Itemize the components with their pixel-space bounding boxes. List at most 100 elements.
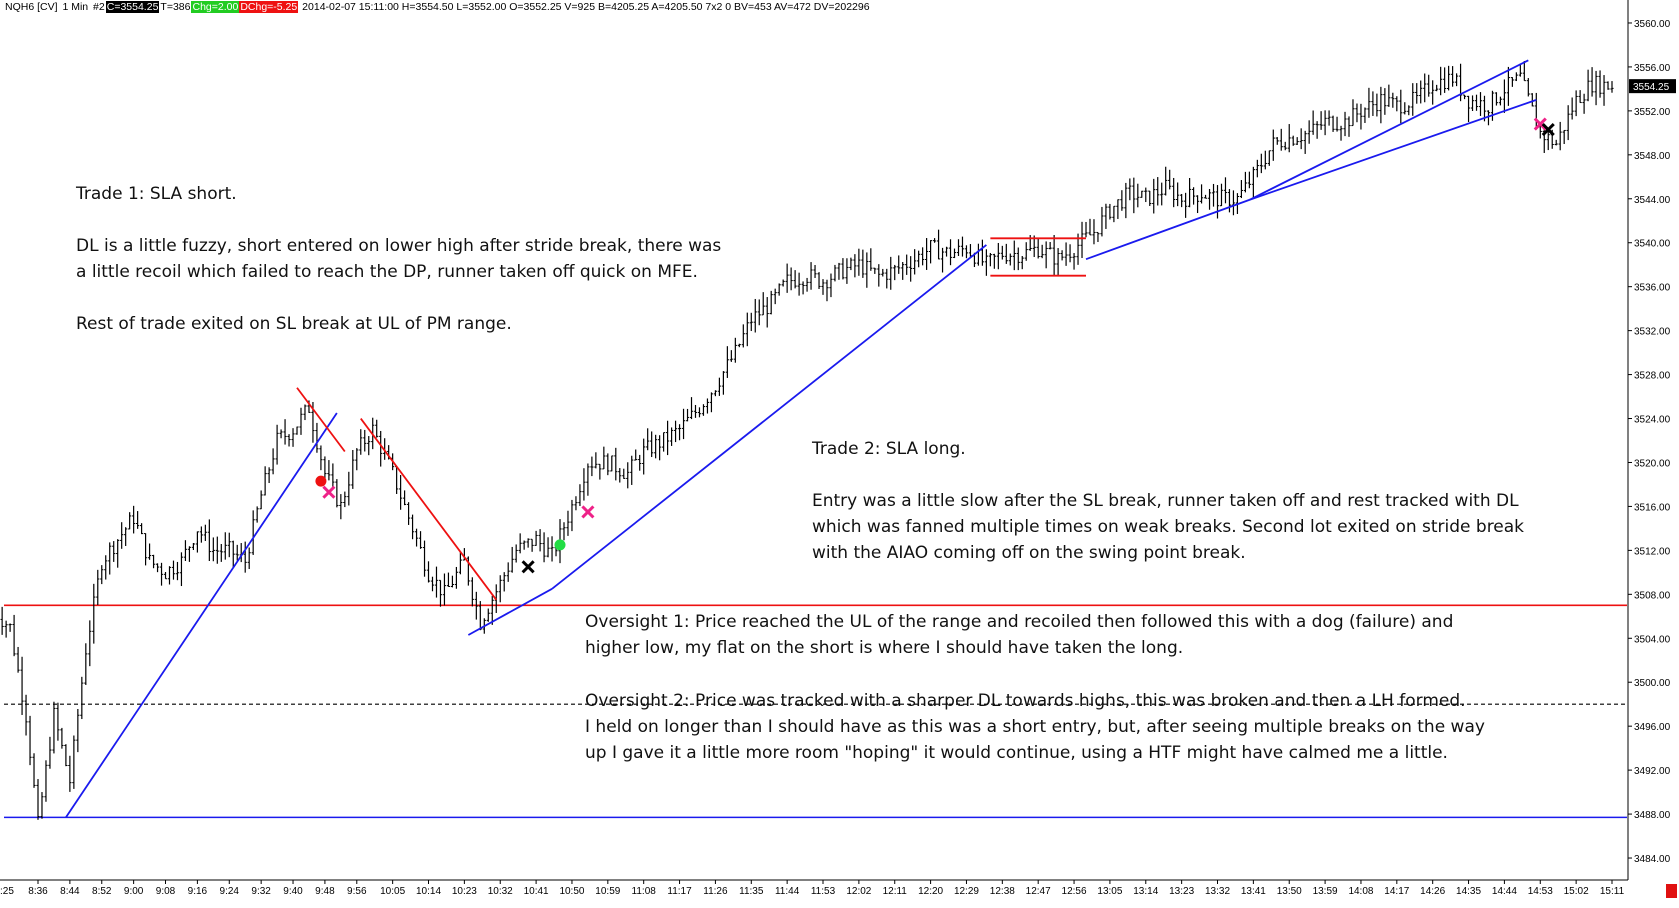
price-bar <box>136 511 140 529</box>
price-tick-label: 3496.00 <box>1634 722 1671 733</box>
trade1-annotation: Trade 1: SLA short. DL is a little fuzzy… <box>76 181 721 337</box>
price-bar <box>873 267 877 274</box>
time-tick-label: 11:17 <box>667 886 692 897</box>
price-bar <box>418 531 423 549</box>
price-bar <box>797 272 801 296</box>
price-bar <box>414 528 419 547</box>
change-value: Chg=2.00 <box>191 1 240 13</box>
price-bar <box>331 463 335 488</box>
time-tick-label: 13:59 <box>1313 886 1338 897</box>
price-bar <box>801 281 805 295</box>
price-bar <box>881 268 885 277</box>
price-bars <box>0 60 1614 820</box>
price-bar <box>1184 192 1188 218</box>
price-bar <box>1379 86 1383 124</box>
price-bar <box>697 407 702 418</box>
price-bar <box>685 408 690 422</box>
price-bar <box>522 540 526 550</box>
annotation-line: a little recoil which failed to reach th… <box>76 262 698 282</box>
price-bar <box>837 262 841 280</box>
time-tick-label: 10:05 <box>380 886 405 897</box>
price-bar <box>777 283 781 296</box>
price-bar <box>1251 166 1255 198</box>
price-bar <box>1072 252 1076 270</box>
price-bar <box>375 419 379 438</box>
price-bar <box>1116 199 1120 219</box>
price-bar <box>1247 171 1251 189</box>
price-bar <box>1351 99 1355 127</box>
price-bar <box>1470 95 1475 112</box>
corner-indicator-icon <box>1666 884 1677 898</box>
time-tick-label: 11:35 <box>739 886 764 897</box>
time-tick-label: 13:32 <box>1205 886 1230 897</box>
price-bar <box>1012 240 1016 271</box>
price-bar <box>885 268 889 289</box>
price-bar <box>610 455 614 472</box>
price-tick-label: 3560.00 <box>1634 19 1671 30</box>
price-bar <box>1303 130 1307 154</box>
price-bar <box>594 452 598 469</box>
price-bar <box>721 371 725 395</box>
price-tick-label: 3500.00 <box>1634 678 1671 689</box>
price-bar <box>295 426 299 435</box>
time-tick-label: 9:08 <box>156 886 176 897</box>
price-bar <box>434 566 439 598</box>
price-bar <box>570 499 574 532</box>
price-bar <box>1331 115 1335 132</box>
trade2-annotation: Trade 2: SLA long. Entry was a little sl… <box>812 436 1524 566</box>
price-bar <box>1602 75 1606 106</box>
annotation-line: Oversight 1: Price reached the UL of the… <box>585 612 1454 632</box>
price-bar <box>1263 150 1267 170</box>
price-tick-label: 3492.00 <box>1634 766 1671 777</box>
price-bar <box>20 656 24 715</box>
price-bar <box>92 583 96 644</box>
price-tick-label: 3488.00 <box>1634 810 1671 821</box>
price-bar <box>1164 166 1168 196</box>
price-bar <box>470 577 474 607</box>
price-bar <box>646 428 650 451</box>
price-bar <box>351 450 355 489</box>
price-bar <box>171 560 176 580</box>
price-bar <box>534 530 538 546</box>
horizontal-lines <box>4 604 1627 819</box>
price-bar <box>813 264 817 278</box>
price-bar <box>1530 93 1534 107</box>
price-bar <box>865 252 869 288</box>
time-tick-label: 14:53 <box>1528 886 1553 897</box>
price-bar <box>4 620 8 638</box>
price-bar <box>279 429 283 439</box>
price-bar <box>1172 177 1176 208</box>
price-bar <box>1299 128 1303 150</box>
price-bar <box>526 538 530 548</box>
price-bar <box>1582 93 1586 114</box>
price-bar <box>666 420 670 456</box>
time-tick-label: 11:44 <box>775 886 800 897</box>
price-bar <box>1399 89 1403 124</box>
price-bar <box>1367 87 1371 118</box>
price-bar <box>1498 96 1503 106</box>
price-bar <box>72 735 76 789</box>
price-tick-label: 3548.00 <box>1634 151 1671 162</box>
price-bar <box>151 554 156 569</box>
price-bar <box>889 256 893 290</box>
price-bar <box>1335 116 1339 132</box>
price-bar <box>60 727 64 749</box>
price-bar <box>347 471 351 506</box>
price-bar <box>1156 177 1160 206</box>
price-bar <box>267 467 271 484</box>
price-bar <box>1323 110 1327 136</box>
price-bar <box>32 753 36 788</box>
x-stroke <box>521 560 535 574</box>
price-bar <box>582 468 586 501</box>
price-bar <box>1168 169 1172 190</box>
price-bar <box>96 569 100 605</box>
price-bar <box>996 242 1000 270</box>
price-bar <box>1223 177 1228 204</box>
price-bar <box>705 398 710 414</box>
price-bar <box>877 264 881 287</box>
price-bar <box>1180 193 1184 208</box>
price-bar <box>1570 97 1574 120</box>
pink-x-marker <box>581 505 595 519</box>
